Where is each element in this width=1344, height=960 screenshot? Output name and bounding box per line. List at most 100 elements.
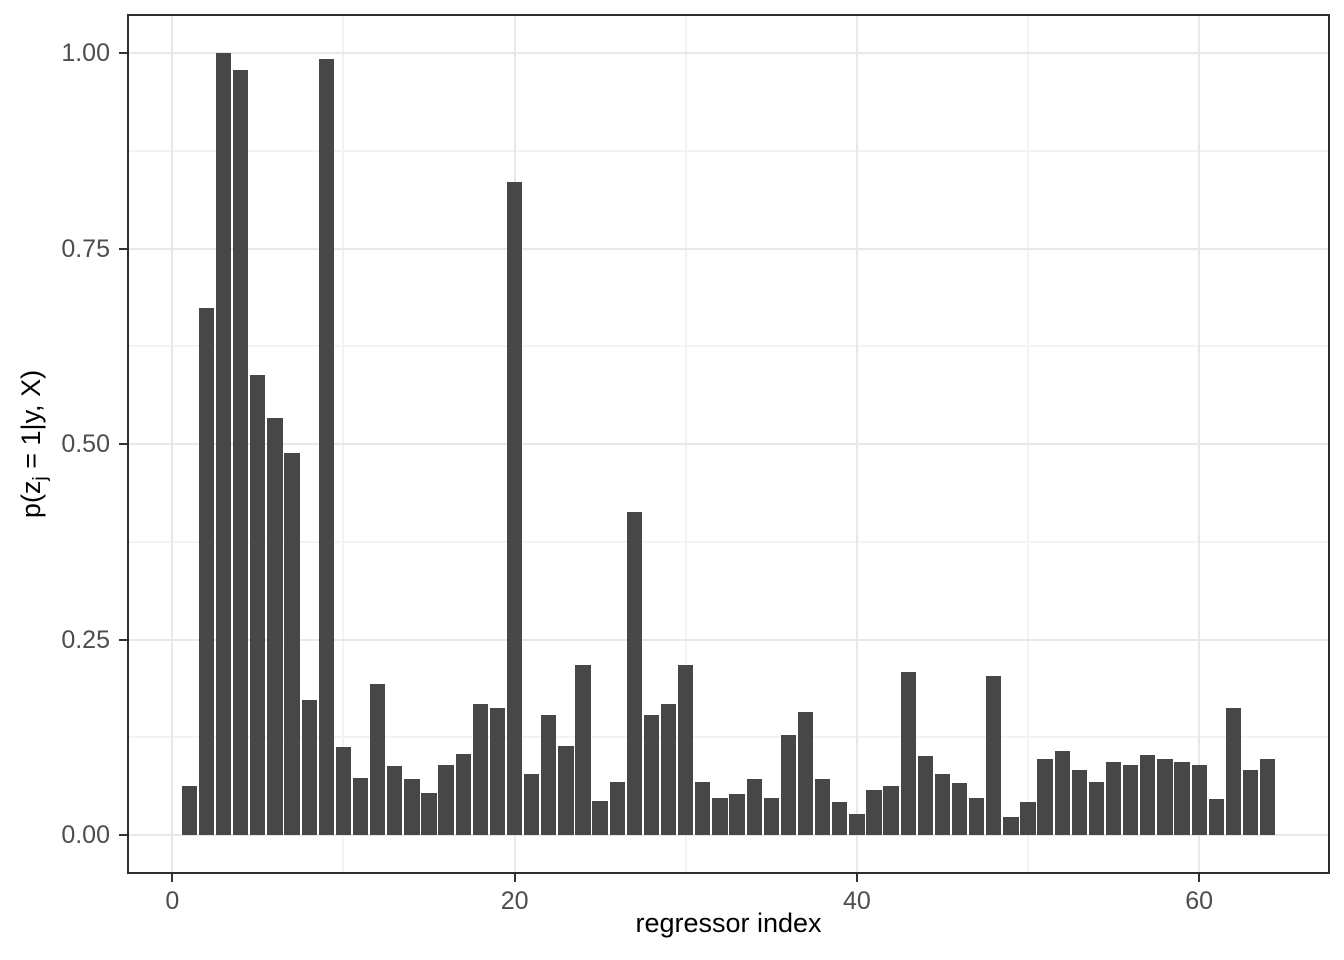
x-axis-tick xyxy=(855,874,858,882)
bar xyxy=(934,773,951,835)
bar xyxy=(472,703,488,835)
bar xyxy=(814,778,831,835)
bar xyxy=(797,712,814,835)
y-axis-title-suffix: = 1|y, X) xyxy=(15,369,46,477)
gridline-major-x xyxy=(171,14,174,874)
bar xyxy=(284,453,300,835)
bar xyxy=(387,766,403,835)
bar xyxy=(506,182,523,835)
bar xyxy=(780,734,797,835)
gridline-major-x xyxy=(855,14,858,874)
bar xyxy=(866,790,882,835)
gridline-major-y xyxy=(127,247,1330,250)
x-axis-tick-label: 0 xyxy=(165,887,180,915)
gridline-minor-y xyxy=(127,149,1330,152)
x-axis-tick xyxy=(513,874,516,882)
y-axis-title: p(zj = 1|y, X) xyxy=(16,370,52,518)
bar xyxy=(592,801,608,835)
bar xyxy=(421,792,437,835)
bar xyxy=(832,802,848,835)
bar xyxy=(369,684,386,835)
y-axis-title-subscript: j xyxy=(29,476,52,481)
y-axis-tick xyxy=(119,443,127,445)
y-axis-title-prefix: p(z xyxy=(15,480,46,519)
bar xyxy=(575,664,591,835)
bar xyxy=(1037,759,1053,835)
bar xyxy=(1140,755,1156,835)
bar xyxy=(301,699,317,835)
x-axis-tick-label: 20 xyxy=(500,887,529,915)
y-axis-tick-label: 0.00 xyxy=(61,820,110,849)
bar xyxy=(917,755,933,835)
y-axis-tick-label: 0.50 xyxy=(61,430,110,458)
bar xyxy=(678,665,694,835)
x-axis-title: regressor index xyxy=(635,908,822,938)
gridline-minor-y xyxy=(127,345,1330,348)
bar xyxy=(746,778,762,835)
bar xyxy=(1105,762,1122,835)
bar xyxy=(1242,770,1259,835)
bar xyxy=(660,704,677,835)
bar xyxy=(233,69,249,835)
y-axis-tick-label: 0.25 xyxy=(61,625,110,654)
bar xyxy=(541,715,557,835)
bar xyxy=(438,765,454,835)
bar xyxy=(695,781,711,835)
y-axis-tick-label: 1.00 xyxy=(61,39,110,68)
y-axis-tick xyxy=(119,247,127,250)
bar xyxy=(729,794,745,835)
bar xyxy=(900,672,916,835)
x-axis-tick xyxy=(1198,874,1201,882)
bar xyxy=(250,375,266,835)
bar xyxy=(1123,765,1139,835)
bar xyxy=(951,782,968,835)
x-axis-tick-label: 60 xyxy=(1185,887,1214,915)
bar xyxy=(883,786,899,835)
y-axis-tick-label: 0.75 xyxy=(61,234,110,263)
y-axis-tick xyxy=(119,833,127,836)
gridline-major-y xyxy=(127,833,1330,836)
bar xyxy=(267,418,283,835)
bar xyxy=(1191,765,1207,835)
gridline-minor-y xyxy=(127,736,1330,739)
bar xyxy=(1020,802,1036,835)
bar xyxy=(1225,708,1242,835)
bar xyxy=(712,798,728,835)
bar xyxy=(1071,770,1088,835)
gridline-minor-y xyxy=(127,540,1330,543)
bar xyxy=(404,778,420,835)
bar xyxy=(318,58,334,835)
bar xyxy=(1003,816,1019,835)
bar xyxy=(198,308,215,835)
bar xyxy=(1174,762,1190,835)
bar xyxy=(181,786,198,835)
bar xyxy=(1259,759,1276,835)
bar xyxy=(609,781,625,835)
bar xyxy=(849,813,865,835)
gridline-major-x xyxy=(1198,14,1201,874)
bar xyxy=(1054,751,1070,835)
bar xyxy=(643,715,660,835)
y-axis-tick xyxy=(119,638,127,641)
bar xyxy=(215,53,232,835)
x-axis-tick xyxy=(171,874,174,882)
bar xyxy=(969,798,985,835)
bar xyxy=(1208,798,1224,835)
gridline-major-y xyxy=(127,52,1330,55)
bar xyxy=(626,512,643,835)
bar xyxy=(1088,781,1105,835)
y-axis-tick xyxy=(119,52,127,55)
bar xyxy=(335,746,352,835)
gridline-major-y xyxy=(127,443,1330,445)
bar xyxy=(455,754,471,835)
x-axis-tick-label: 40 xyxy=(842,887,871,915)
bar xyxy=(352,777,369,835)
bar xyxy=(524,773,540,835)
bar xyxy=(558,745,574,835)
bar xyxy=(763,798,779,835)
bar xyxy=(986,676,1002,835)
plot-panel xyxy=(127,14,1330,874)
bar xyxy=(1157,759,1173,835)
bar xyxy=(489,707,506,835)
